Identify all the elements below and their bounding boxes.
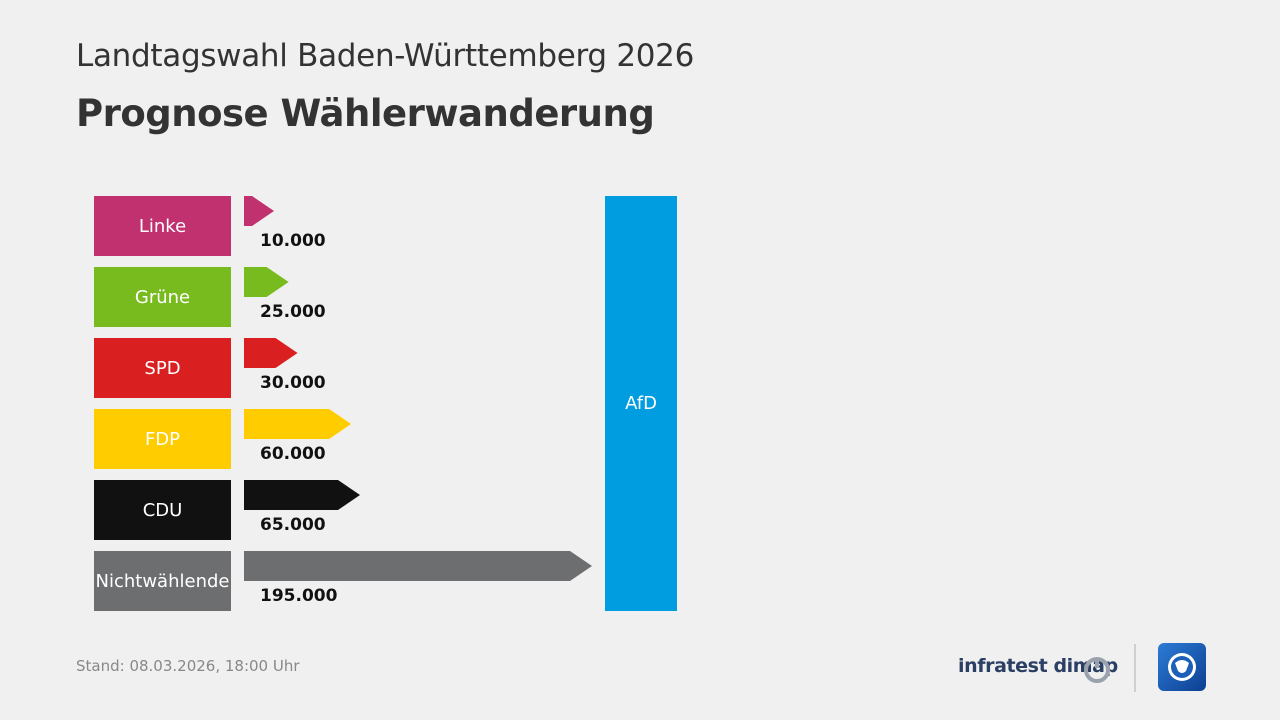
party-label-cdu: CDU	[94, 480, 231, 540]
party-label-linke: Linke	[94, 196, 231, 256]
value-label-spd: 30.000	[260, 373, 326, 393]
target-bar-afd: AfD	[605, 196, 677, 611]
value-label-nichtw-hlende: 195.000	[260, 586, 338, 606]
value-label-linke: 10.000	[260, 231, 326, 251]
timestamp-label: Stand: 08.03.2026, 18:00 Uhr	[76, 657, 300, 675]
party-label-gr-ne: Grüne	[94, 267, 231, 327]
value-label-fdp: 60.000	[260, 444, 326, 464]
page-supertitle: Landtagswahl Baden-Württemberg 2026	[76, 38, 695, 74]
value-label-gr-ne: 25.000	[260, 302, 326, 322]
tv-logo-icon	[1168, 653, 1196, 681]
flow-arrow-cdu	[244, 480, 360, 510]
footer-divider	[1134, 644, 1136, 692]
page-title: Prognose Wählerwanderung	[76, 92, 655, 135]
flow-arrow-nichtw-hlende	[244, 551, 592, 581]
flow-arrow-gr-ne	[244, 267, 289, 297]
infratest-dimap-icon	[1084, 657, 1110, 683]
flow-arrow-spd	[244, 338, 298, 368]
flow-arrow-fdp	[244, 409, 352, 439]
party-label-nichtw-hlende: Nichtwählende	[94, 551, 231, 611]
infratest-dimap-logo: infratest dimap	[958, 655, 1118, 677]
flow-arrow-linke	[244, 196, 274, 226]
party-label-fdp: FDP	[94, 409, 231, 469]
party-label-spd: SPD	[94, 338, 231, 398]
tv-logo	[1158, 643, 1206, 691]
value-label-cdu: 65.000	[260, 515, 326, 535]
